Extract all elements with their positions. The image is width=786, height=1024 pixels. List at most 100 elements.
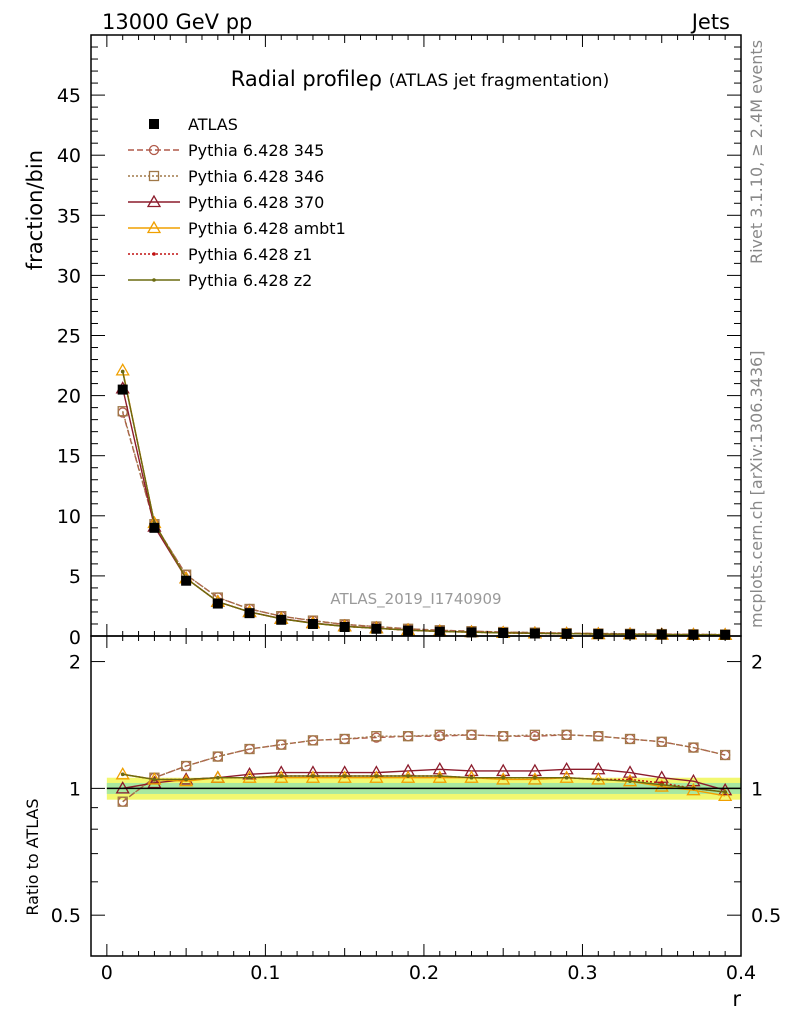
data-point: [152, 252, 156, 256]
data-point: [339, 621, 350, 632]
data-point: [152, 777, 157, 782]
data-point: [622, 765, 638, 778]
series-pythia-6-428-370: [115, 381, 733, 796]
side-text-upper: Rivet 3.1.10, ≥ 2.4M events: [747, 40, 766, 264]
legend-item: Pythia 6.428 z1: [128, 245, 312, 264]
ratio-line: [122, 773, 726, 793]
legend-item: Pythia 6.428 370: [128, 193, 324, 212]
data-point: [307, 735, 319, 746]
series-pythia-6-428-z1: [120, 369, 727, 794]
data-point: [719, 749, 731, 761]
data-point: [311, 774, 315, 778]
data-point: [212, 751, 223, 762]
y-tick-label: 15: [57, 446, 81, 468]
data-point: [307, 618, 318, 629]
data-point: [496, 763, 511, 777]
data-point: [501, 775, 505, 780]
data-point: [498, 731, 509, 742]
ratio-tick-label: 1: [751, 778, 763, 800]
data-point: [279, 774, 284, 778]
y-tick-label: 35: [57, 205, 81, 227]
ratio-panel-frame: [90, 635, 742, 957]
chart-title-rho: ρ: [369, 67, 382, 91]
data-point: [723, 790, 727, 794]
data-point: [434, 729, 445, 740]
legend-item: ATLAS: [149, 115, 238, 134]
legend-label: Pythia 6.428 z2: [188, 271, 312, 290]
legend-label: Pythia 6.428 ambt1: [188, 219, 346, 238]
data-point: [120, 772, 125, 777]
chart-title-main: Radial profile: [231, 67, 369, 91]
y-tick-label: 0: [69, 627, 81, 649]
data-point: [432, 761, 447, 775]
y-tick-label: 10: [57, 506, 81, 528]
x-tick-label: 0.4: [726, 962, 756, 984]
ratio-line: [122, 734, 726, 803]
x-tick-label: 0.2: [409, 962, 439, 984]
data-point: [148, 144, 160, 156]
data-point: [466, 729, 477, 740]
data-point: [276, 739, 287, 750]
chart-title: Radial profileρ (ATLAS jet fragmentation…: [231, 67, 609, 91]
legend-label: Pythia 6.428 346: [188, 167, 324, 186]
data-point: [342, 774, 347, 778]
y-tick-label: 40: [57, 145, 81, 167]
x-tick-label: 0.1: [250, 962, 280, 984]
data-point: [686, 782, 701, 796]
data-point: [120, 369, 125, 374]
data-point: [276, 614, 287, 625]
data-point: [337, 770, 352, 783]
x-tick-label: 0: [101, 962, 113, 984]
legend-item: Pythia 6.428 z2: [128, 271, 312, 290]
data-point: [244, 608, 255, 619]
data-point: [437, 774, 442, 778]
y-tick-label: 30: [57, 265, 81, 287]
data-point: [564, 775, 569, 780]
axes-layer: 0 0.1 0.2 0.3 0.4 0 5 10 15 20 25 30 35 40 45 0.5 0.5 1 1 2…: [51, 34, 781, 984]
legend-label: Pythia 6.428 370: [188, 193, 324, 212]
data-point: [527, 772, 543, 785]
data-point: [624, 733, 636, 745]
data-point: [659, 782, 664, 787]
data-point: [117, 796, 128, 807]
data-point: [656, 736, 667, 747]
data-point: [559, 761, 574, 775]
data-point: [212, 751, 223, 762]
ratio-tick-label: 0.5: [751, 905, 781, 927]
data-point: [464, 763, 479, 777]
legend-item: Pythia 6.428 346: [128, 167, 324, 186]
data-point: [180, 760, 192, 772]
legend-label: ATLAS: [188, 115, 238, 134]
y-tick-label: 20: [57, 386, 81, 408]
y-axis-label-ratio: Ratio to ATLAS: [23, 798, 42, 915]
data-point: [115, 766, 130, 780]
data-point: [149, 119, 159, 129]
data-point: [216, 775, 220, 780]
data-point: [148, 170, 160, 182]
legend-item: Pythia 6.428 ambt1: [128, 219, 346, 238]
data-point: [561, 729, 572, 740]
data-point: [432, 770, 447, 783]
data-point: [596, 777, 601, 782]
ratio-tick-label: 2: [69, 652, 81, 674]
data-point: [274, 770, 289, 783]
data-point: [244, 743, 255, 755]
y-tick-label: 5: [69, 566, 81, 588]
data-point: [718, 782, 733, 796]
data-point: [403, 625, 414, 636]
data-point: [339, 733, 350, 745]
data-point: [527, 763, 543, 777]
legend-item: Pythia 6.428 345: [128, 141, 324, 160]
legend-label: Pythia 6.428 z1: [188, 245, 312, 264]
data-point: [147, 775, 162, 789]
data-point: [305, 770, 321, 783]
data-point: [400, 770, 416, 783]
data-point: [533, 775, 537, 780]
data-point: [149, 522, 160, 533]
data-point: [371, 731, 382, 742]
analysis-watermark: ATLAS_2019_I1740909: [330, 590, 501, 609]
data-point: [181, 575, 192, 586]
ratio-tick-label: 0.5: [51, 905, 81, 927]
chart-title-paren: (ATLAS jet fragmentation): [389, 71, 610, 91]
